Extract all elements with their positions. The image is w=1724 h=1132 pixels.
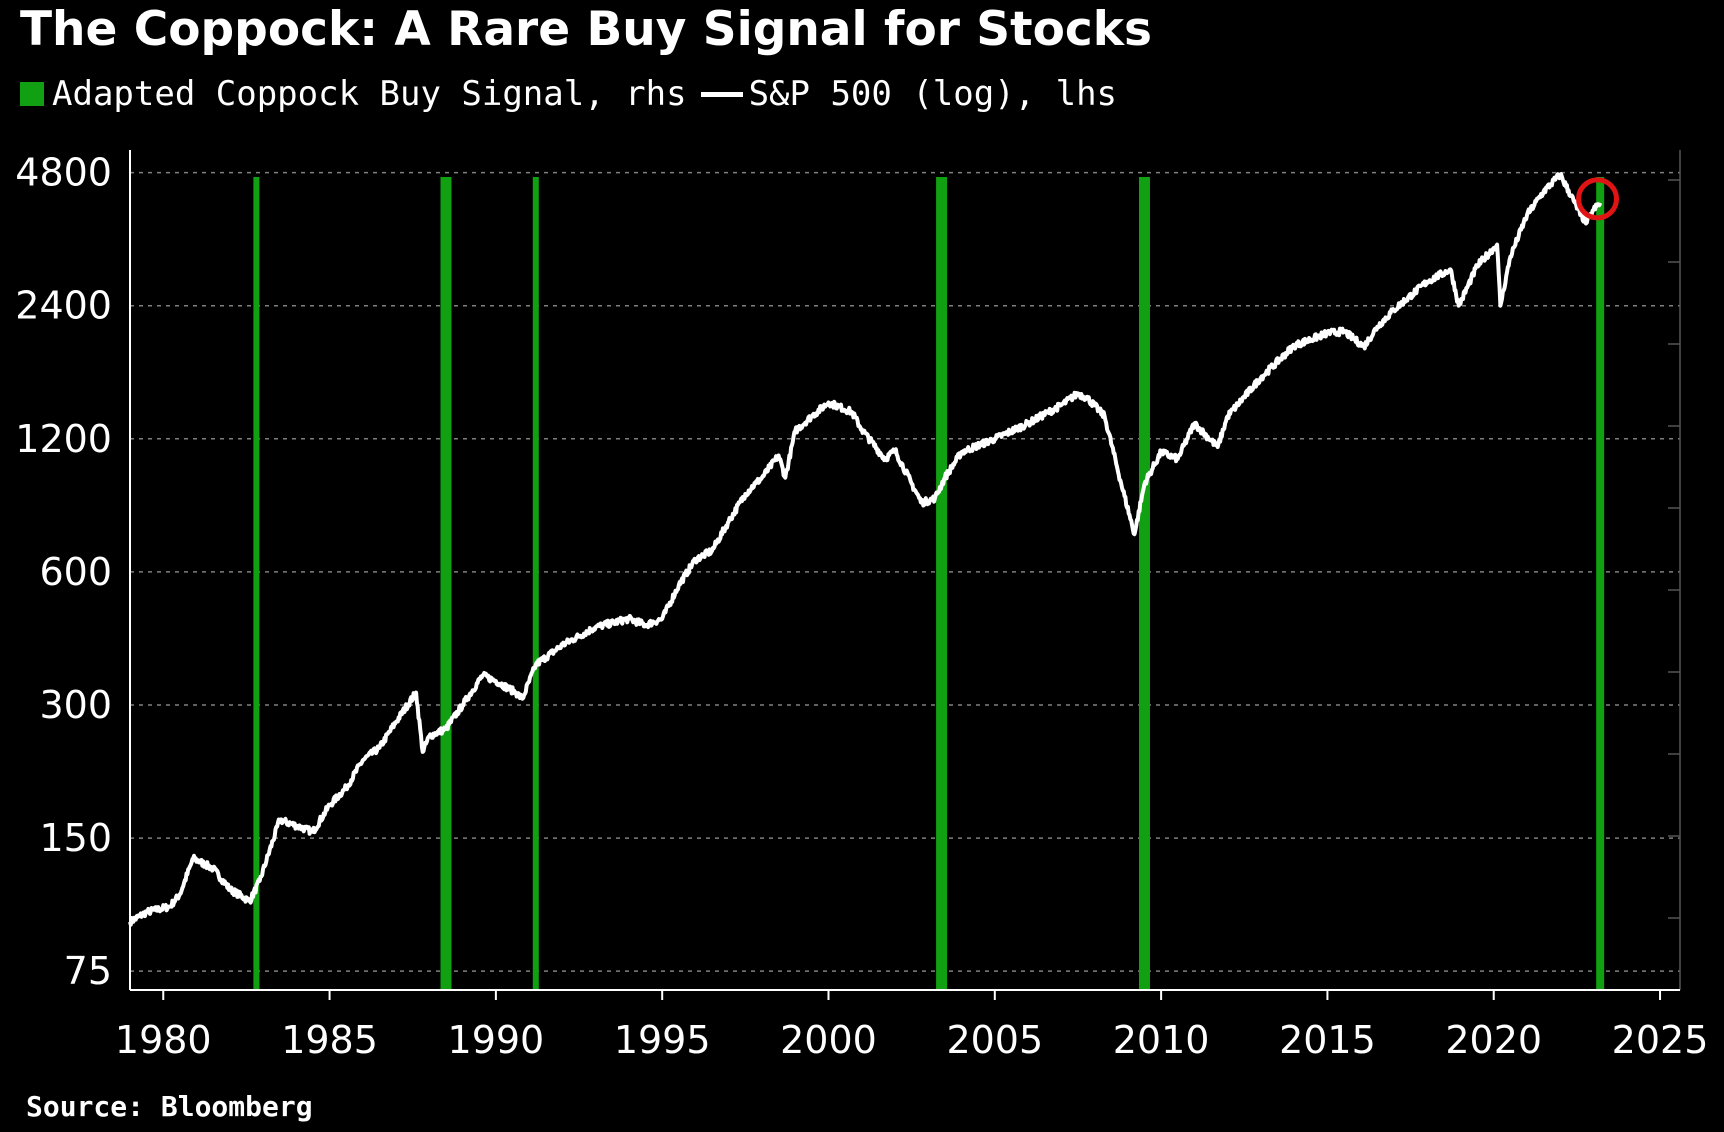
x-tick-label: 2005 [946, 1018, 1043, 1062]
x-tick-label: 2010 [1113, 1018, 1210, 1062]
legend-sp-label: S&P 500 (log), lhs [748, 74, 1118, 114]
x-tick-label: 2000 [780, 1018, 877, 1062]
sp500-series [128, 172, 1603, 927]
source-note: Source: Bloomberg [26, 1090, 313, 1123]
x-axis-ticks: 1980 1985 1990 1995 2000 2005 2010 2015 2020 2025 [115, 1018, 1708, 1062]
sp500-legend-swatch [700, 91, 743, 97]
annotations [1576, 177, 1620, 221]
buy-signal-bar [532, 177, 539, 990]
y-tick-label: 150 [39, 816, 112, 860]
y-tick-label: 4800 [15, 151, 112, 195]
highlight-circle [1576, 177, 1620, 221]
buy-signal-bar [440, 177, 452, 990]
buy-signal-bar [936, 177, 948, 990]
y-tick-label: 2400 [15, 284, 112, 328]
gridlines [130, 171, 1680, 972]
x-tick-label: 1995 [614, 1018, 711, 1062]
chart-title: The Coppock: A Rare Buy Signal for Stock… [20, 2, 1152, 57]
buy-signal-bars [253, 177, 1605, 990]
x-tick-label: 2025 [1612, 1018, 1709, 1062]
x-tick-label: 1985 [281, 1018, 378, 1062]
legend: Adapted Coppock Buy Signal, rhs S&P 500 … [20, 74, 1117, 114]
x-tick-label: 2020 [1445, 1018, 1542, 1062]
y-tick-label: 75 [64, 949, 112, 993]
legend-signal-label: Adapted Coppock Buy Signal, rhs [52, 74, 687, 114]
sp500-line [128, 172, 1603, 927]
x-tick-label: 1980 [115, 1018, 212, 1062]
y-axis-ticks: 75 150 300 600 1200 2400 4800 [15, 151, 112, 994]
y-tick-label: 1200 [15, 417, 112, 461]
buy-signal-bar [1138, 177, 1150, 990]
y-tick-label: 300 [39, 683, 112, 727]
x-tick-label: 2015 [1279, 1018, 1376, 1062]
signal-legend-swatch [20, 82, 44, 106]
buy-signal-bar [1596, 177, 1605, 990]
axes [129, 150, 1681, 1000]
y-tick-label: 600 [39, 550, 112, 594]
x-tick-label: 1990 [448, 1018, 545, 1062]
buy-signal-bar [253, 177, 260, 990]
